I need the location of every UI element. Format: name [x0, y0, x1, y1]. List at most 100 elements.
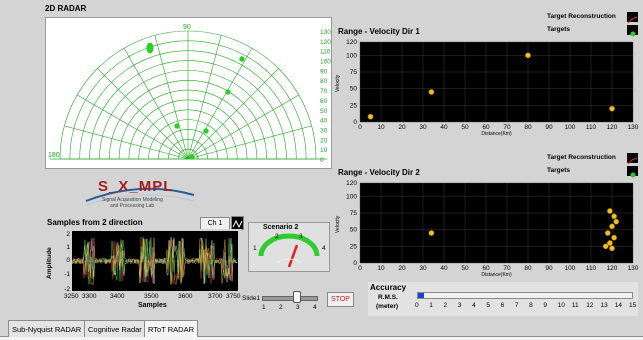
- chart-xtick: 60: [482, 265, 490, 272]
- gauge-tick: 1: [253, 245, 257, 252]
- targets-swatch-icon[interactable]: [627, 166, 638, 178]
- slider-tick: 1: [262, 304, 266, 311]
- tab-cognitive[interactable]: Cognitive Radar: [84, 320, 146, 337]
- targets-swatch-icon[interactable]: [627, 25, 638, 37]
- radar-range-label: 50: [320, 108, 328, 115]
- chart2-svg: 0 10 20 30 40 50 60 70 80 90 100 110 120 130 120 100 75 5…: [335, 180, 639, 278]
- accuracy-tick: 1: [429, 302, 433, 309]
- recon-swatch-icon[interactable]: [627, 12, 638, 24]
- slider-thumb[interactable]: [293, 291, 301, 303]
- chart-xtick: 30: [419, 265, 427, 272]
- radar-range-label: 130: [320, 29, 331, 36]
- samples-xtick: 3700: [208, 293, 223, 300]
- radar-angle-90: 90: [183, 24, 191, 31]
- samples-frame: Amplitude 2 1 0 -1 -2 3250 3300 3400 350…: [46, 229, 241, 314]
- tab-sub-nyquist[interactable]: Sub-Nyquist RADAR: [8, 320, 86, 337]
- samples-ylabel: Amplitude: [46, 247, 53, 279]
- chart-point: [428, 230, 435, 236]
- chart-xtick: 50: [461, 124, 469, 131]
- samples-xtick: 3750: [226, 293, 241, 300]
- gauge-tick: 4: [322, 245, 326, 252]
- chart-point: [609, 223, 615, 230]
- chart-xtick: 50: [461, 265, 469, 272]
- chart-point: [602, 243, 609, 250]
- radar-target: [189, 154, 195, 160]
- samples-xtick: 3300: [82, 293, 97, 300]
- gauge-tick: 2: [275, 233, 279, 240]
- slider-ticks: 1 2 3 4: [262, 304, 322, 312]
- chart-ytick: 100: [346, 193, 357, 200]
- chart-ytick: 0: [353, 260, 357, 267]
- radar-target: [239, 56, 245, 62]
- chart-xtick: 130: [628, 265, 639, 272]
- chart-xtick: 0: [358, 265, 362, 272]
- tab-strip: [0, 336, 643, 340]
- radar-spoke: [187, 125, 312, 160]
- radar-target: [225, 89, 231, 95]
- chart-point: [611, 213, 617, 220]
- chart-xtick: 90: [545, 265, 553, 272]
- accuracy-tick: 11: [571, 302, 579, 309]
- accuracy-panel: Accuracy R.M.S. (meter) 0 1 2 3 4 5 6 7 8 9 10 11 12…: [368, 282, 638, 316]
- chart-ytick: 120: [346, 39, 357, 46]
- recon-swatch-icon[interactable]: [627, 153, 638, 165]
- radar-target: [203, 128, 209, 134]
- samples-ytick: 0: [66, 257, 70, 264]
- plot-style-icon[interactable]: [231, 216, 244, 230]
- gauge-tick: 3: [299, 233, 303, 240]
- tab-rtot[interactable]: RToT RADAR: [144, 320, 198, 337]
- chart-xtick: 80: [524, 265, 532, 272]
- slider-track[interactable]: [262, 296, 318, 301]
- chart-ylabel: Velocity: [335, 74, 341, 92]
- radar-target: [174, 123, 180, 129]
- waveform: [71, 237, 238, 286]
- chart-xtick: 10: [377, 265, 385, 272]
- chart-ytick: 25: [350, 102, 358, 109]
- radar-range-label: 120: [320, 39, 331, 46]
- legend-1: Target Reconstruction Targets: [545, 12, 639, 38]
- wave-trace: [71, 237, 238, 286]
- chart-xtick: 40: [440, 265, 448, 272]
- samples-xtick: 3500: [144, 293, 159, 300]
- radar-range-label: 20: [320, 137, 328, 144]
- chart-point: [525, 52, 531, 59]
- samples-xtick: 3250: [64, 293, 79, 300]
- chart-ytick: 120: [346, 180, 357, 187]
- accuracy-tick: 6: [500, 302, 505, 309]
- radar-range-label: 60: [320, 98, 328, 105]
- slider-tick: 2: [279, 304, 283, 311]
- chart-xtick: 0: [358, 124, 362, 131]
- accuracy-title: Accuracy: [370, 283, 407, 292]
- accuracy-tick: 2: [443, 302, 448, 309]
- scenario-gauge[interactable]: Scenario 2 1 2 3 4: [248, 222, 330, 272]
- radar-target: [146, 42, 154, 54]
- legend-recon: Target Reconstruction: [547, 13, 616, 20]
- accuracy-tick: 9: [543, 302, 548, 309]
- logo-graphic: [85, 187, 195, 206]
- radar-spoke: [154, 35, 189, 160]
- accuracy-ticks: 0 1 2 3 4 5 6 7 8 9 10 11 12 13 14 15: [415, 302, 637, 311]
- radar-spoke: [97, 68, 189, 160]
- radar-panel: 130 120 110 100 90 80 70 60 50 40 30 20 10 0 90 180: [45, 17, 332, 169]
- chart-ytick: 75: [350, 210, 358, 217]
- radar-range-label: 70: [320, 88, 328, 95]
- legend-targets: Targets: [547, 26, 570, 33]
- samples-xlabel: Samples: [138, 302, 167, 309]
- logo-name: S_X_MPL: [98, 178, 174, 195]
- samples-ytick: -1: [64, 271, 70, 278]
- chart1-frame: 0 10 20 30 40 50 60 70 80 90 100 110 120 130 120 100 75 5…: [333, 38, 641, 138]
- accuracy-tick: 14: [614, 302, 622, 309]
- chart-xtick: 90: [545, 124, 553, 131]
- lab-logo: S_X_MPL Signal Acquisition Modeling and …: [80, 175, 200, 215]
- stop-button[interactable]: STOP: [327, 292, 354, 307]
- radar-range-label: 100: [320, 59, 331, 66]
- chart-xtick: 100: [565, 124, 576, 131]
- samples-title: Samples from 2 direction: [47, 218, 143, 227]
- chart-xtick: 60: [482, 124, 490, 131]
- accuracy-tick: 3: [457, 302, 462, 309]
- samples-ytick: 1: [66, 244, 70, 251]
- chart-xlabel: Distance(Km): [481, 131, 512, 137]
- chart-plot-area: [360, 183, 633, 263]
- chart-point: [607, 240, 613, 246]
- slider-label: Slide1: [242, 295, 261, 302]
